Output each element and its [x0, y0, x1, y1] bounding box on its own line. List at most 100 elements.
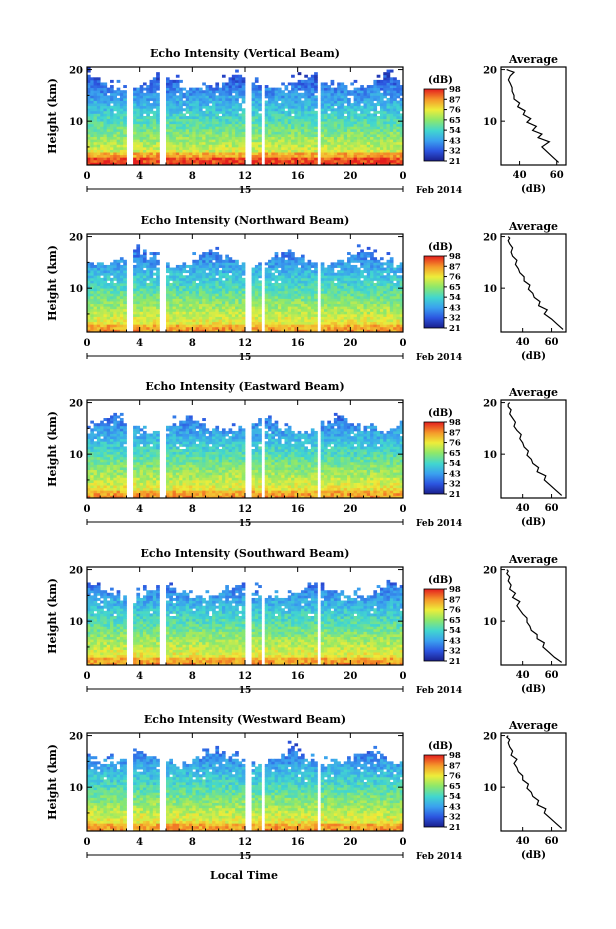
average-frame — [500, 233, 567, 333]
y-tick-label: 10 — [69, 117, 83, 128]
average-profile-line — [507, 402, 563, 496]
colorbar-unit: (dB) — [428, 242, 453, 253]
average-profile-line — [506, 569, 563, 663]
x-tick-label: 4 — [136, 837, 143, 848]
y-axis-label: Height (km) — [46, 744, 59, 820]
day-label: 15 — [239, 186, 252, 196]
average-title: Average — [508, 553, 558, 566]
average-x-tick-label: 40 — [516, 337, 530, 348]
average-title: Average — [508, 220, 558, 233]
x-tick-label: 8 — [189, 171, 196, 182]
y-axis-label: Height (km) — [46, 411, 59, 487]
x-tick-label: 20 — [343, 671, 357, 682]
beam-panel-2: Echo Intensity (Eastward Beam) 0 4 8 12 16 20 0… — [46, 380, 567, 529]
x-tick-label: 12 — [238, 338, 252, 349]
colorbar-tick-label: 65 — [449, 116, 461, 126]
average-frame — [500, 399, 567, 499]
beam-panel-3: Echo Intensity (Southward Beam) 0 4 8 12 16 20… — [46, 547, 567, 696]
average-x-label: (dB) — [521, 351, 546, 362]
average-y-tick-label: 20 — [483, 399, 497, 410]
average-y-tick-label: 20 — [483, 732, 497, 743]
average-profile-line — [507, 236, 564, 330]
colorbar-tick-label: 98 — [449, 751, 461, 761]
colorbar-unit: (dB) — [428, 75, 453, 86]
average-frame — [500, 732, 567, 832]
average-frame — [500, 566, 567, 666]
x-tick-label: 16 — [291, 837, 305, 848]
x-tick-label: 16 — [291, 171, 305, 182]
heatmap-cells — [87, 67, 404, 166]
colorbar-tick-label: 87 — [449, 595, 461, 605]
colorbar-tick-label: 43 — [449, 136, 461, 146]
x-tick-label: 8 — [189, 837, 196, 848]
colorbar-tick-label: 32 — [449, 813, 461, 823]
average-y-tick-label: 10 — [483, 783, 497, 794]
panel-title: Echo Intensity (Vertical Beam) — [150, 47, 340, 60]
average-title: Average — [508, 719, 558, 732]
day-label: 15 — [239, 519, 252, 529]
colorbar — [423, 754, 445, 828]
average-x-tick-label: 60 — [545, 670, 559, 681]
panel-title: Echo Intensity (Southward Beam) — [141, 547, 350, 560]
x-tick-label: 16 — [291, 338, 305, 349]
y-tick-label: 10 — [69, 450, 83, 461]
colorbar-tick-label: 98 — [449, 85, 461, 95]
average-x-tick-label: 60 — [545, 503, 559, 514]
y-tick-label: 10 — [69, 783, 83, 794]
colorbar-tick-label: 32 — [449, 314, 461, 324]
local-time-axis-label: Local Time — [210, 869, 278, 882]
colorbar-tick-label: 76 — [449, 273, 461, 283]
average-x-label: (dB) — [521, 684, 546, 695]
colorbar-tick-label: 21 — [449, 823, 461, 833]
average-y-tick-label: 20 — [483, 66, 497, 77]
x-tick-label: 0 — [400, 671, 407, 682]
colorbar-tick-label: 32 — [449, 147, 461, 157]
x-tick-label: 20 — [343, 338, 357, 349]
average-x-tick-label: 60 — [545, 337, 559, 348]
colorbar-tick-label: 76 — [449, 439, 461, 449]
colorbar-tick-label: 98 — [449, 585, 461, 595]
colorbar-unit: (dB) — [428, 575, 453, 586]
colorbar-tick-label: 54 — [449, 626, 461, 636]
average-y-tick-label: 10 — [483, 450, 497, 461]
colorbar — [423, 255, 445, 329]
average-frame — [500, 66, 567, 166]
colorbar-tick-label: 54 — [449, 126, 461, 136]
heatmap-cells — [87, 244, 404, 333]
colorbar-tick-label: 43 — [449, 636, 461, 646]
x-tick-label: 0 — [84, 671, 91, 682]
colorbar-unit: (dB) — [428, 741, 453, 752]
colorbar-tick-label: 76 — [449, 772, 461, 782]
average-x-label: (dB) — [521, 184, 546, 195]
x-tick-label: 12 — [238, 671, 252, 682]
x-tick-label: 16 — [291, 671, 305, 682]
colorbar-tick-label: 87 — [449, 262, 461, 272]
panel-title: Echo Intensity (Northward Beam) — [141, 214, 350, 227]
x-tick-label: 0 — [84, 837, 91, 848]
x-tick-label: 12 — [238, 171, 252, 182]
colorbar-tick-label: 87 — [449, 95, 461, 105]
y-axis-label: Height (km) — [46, 245, 59, 321]
heatmap-cells — [87, 579, 404, 666]
colorbar-tick-label: 54 — [449, 293, 461, 303]
average-title: Average — [508, 386, 558, 399]
colorbar-tick-label: 32 — [449, 647, 461, 657]
colorbar-tick-label: 76 — [449, 606, 461, 616]
colorbar-tick-label: 21 — [449, 157, 461, 167]
y-tick-label: 20 — [69, 233, 83, 244]
average-profile-line — [505, 735, 563, 829]
average-x-label: (dB) — [521, 850, 546, 861]
y-tick-label: 10 — [69, 617, 83, 628]
x-tick-label: 0 — [84, 504, 91, 515]
x-tick-label: 20 — [343, 837, 357, 848]
average-x-label: (dB) — [521, 517, 546, 528]
date-label: Feb 2014 — [416, 686, 462, 696]
x-tick-label: 0 — [400, 171, 407, 182]
x-tick-label: 0 — [400, 837, 407, 848]
x-tick-label: 20 — [343, 171, 357, 182]
colorbar-tick-label: 65 — [449, 449, 461, 459]
average-y-tick-label: 10 — [483, 284, 497, 295]
average-y-tick-label: 10 — [483, 617, 497, 628]
heatmap-cells — [87, 412, 404, 499]
y-axis-label: Height (km) — [46, 78, 59, 154]
